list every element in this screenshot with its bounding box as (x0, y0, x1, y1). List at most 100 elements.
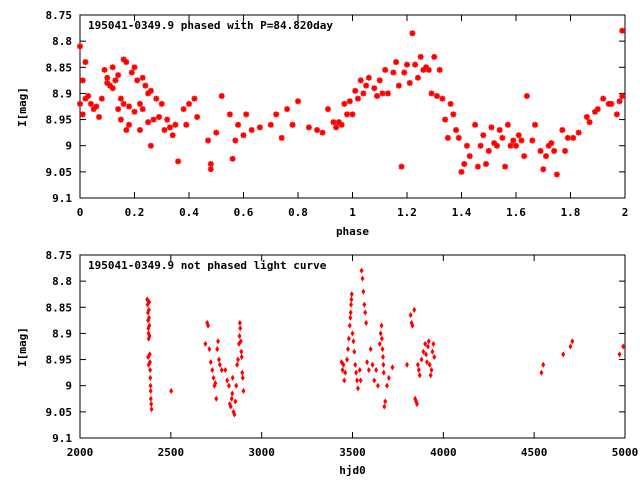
data-point (236, 356, 241, 363)
data-point (213, 129, 220, 136)
y-tick-label: 8.75 (46, 249, 73, 262)
data-point (233, 398, 238, 405)
data-point (488, 124, 495, 131)
y-axis-label: I[mag] (16, 327, 29, 367)
data-point (146, 353, 151, 361)
data-point (616, 98, 623, 105)
data-point (379, 335, 384, 342)
data-point (619, 27, 626, 34)
data-point (319, 129, 326, 136)
y-axis-label: I[mag] (16, 87, 29, 127)
data-point (139, 106, 146, 113)
data-point (147, 87, 154, 94)
data-point (480, 132, 487, 139)
data-point (180, 106, 187, 113)
data-point (355, 385, 360, 392)
y-tick-label: 9.1 (52, 432, 72, 445)
data-point (101, 66, 108, 73)
x-axis-label: hjd0 (339, 464, 366, 477)
data-point (109, 64, 116, 71)
data-point (408, 312, 413, 319)
data-point (77, 43, 83, 50)
data-point (215, 346, 220, 353)
data-point (504, 121, 511, 128)
y-tick-label: 8.75 (46, 9, 73, 22)
data-point (267, 121, 274, 128)
data-point (559, 127, 566, 134)
data-point (136, 100, 143, 107)
x-tick-label: 2000 (67, 446, 94, 459)
data-point (93, 103, 100, 110)
data-point (219, 366, 224, 374)
data-point (256, 124, 263, 131)
x-tick-label: 1.6 (506, 206, 526, 219)
phased-light-curve-panel: 195041-0349.9 phased with P=84.820day ph… (16, 9, 628, 238)
data-point (77, 100, 83, 107)
data-point (474, 163, 481, 170)
data-point (191, 95, 198, 102)
data-point (404, 61, 410, 68)
data-point (82, 95, 89, 102)
data-point (123, 59, 130, 66)
data-point (194, 113, 201, 120)
data-point (342, 377, 347, 384)
data-point (115, 72, 122, 79)
data-point (131, 108, 138, 115)
data-point (583, 113, 590, 120)
data-point (207, 161, 214, 168)
data-point (229, 155, 236, 162)
data-point (238, 325, 243, 332)
data-point (532, 121, 539, 128)
data-point (523, 93, 530, 100)
data-point (548, 140, 555, 147)
data-point (592, 108, 599, 115)
data-point (104, 79, 111, 86)
chart-title: 195041-0349.9 not phased light curve (88, 259, 327, 272)
data-point (362, 301, 367, 308)
data-point (205, 137, 212, 144)
data-point (346, 346, 350, 353)
data-point (206, 322, 211, 329)
data-point (357, 77, 364, 84)
data-point (393, 59, 400, 66)
data-point (430, 348, 435, 355)
data-point (351, 338, 356, 345)
axis-ticks: 8.75 8.8 8.85 8.9 8.95 9 9.05 9.1 0 0.2 0.4 0.6 0.8 1… (46, 9, 629, 219)
data-point (225, 377, 230, 384)
unphased-light-curve-panel: 195041-0349.9 not phased light curve hjd… (16, 249, 638, 477)
data-point (575, 129, 582, 136)
data-point (442, 116, 449, 123)
data-point (562, 147, 569, 154)
data-point (395, 82, 402, 89)
data-point (428, 90, 435, 97)
data-point (374, 366, 379, 374)
x-tick-label: 1 (349, 206, 356, 219)
data-point (447, 100, 454, 107)
data-point (363, 309, 368, 316)
data-point (496, 127, 503, 134)
data-point (146, 361, 151, 368)
data-point (621, 343, 626, 350)
data-point (226, 111, 233, 118)
data-point (120, 100, 127, 107)
data-point (345, 356, 350, 363)
data-point (352, 348, 357, 355)
chart-title: 195041-0349.9 phased with P=84.820day (88, 19, 333, 32)
data-point (112, 77, 119, 84)
x-tick-label: 0.6 (234, 206, 254, 219)
y-tick-label: 9 (65, 380, 72, 393)
data-point (553, 171, 560, 178)
data-point (213, 380, 218, 387)
data-point (208, 359, 213, 366)
data-point (232, 411, 237, 418)
data-point (379, 90, 386, 97)
data-point (145, 90, 152, 97)
data-point (415, 400, 419, 408)
data-point (210, 366, 215, 374)
data-point (240, 132, 247, 139)
data-point (425, 66, 432, 73)
data-point (427, 361, 432, 368)
y-tick-label: 9.1 (52, 192, 72, 205)
x-tick-label: 2500 (158, 446, 185, 459)
data-point (515, 132, 522, 139)
